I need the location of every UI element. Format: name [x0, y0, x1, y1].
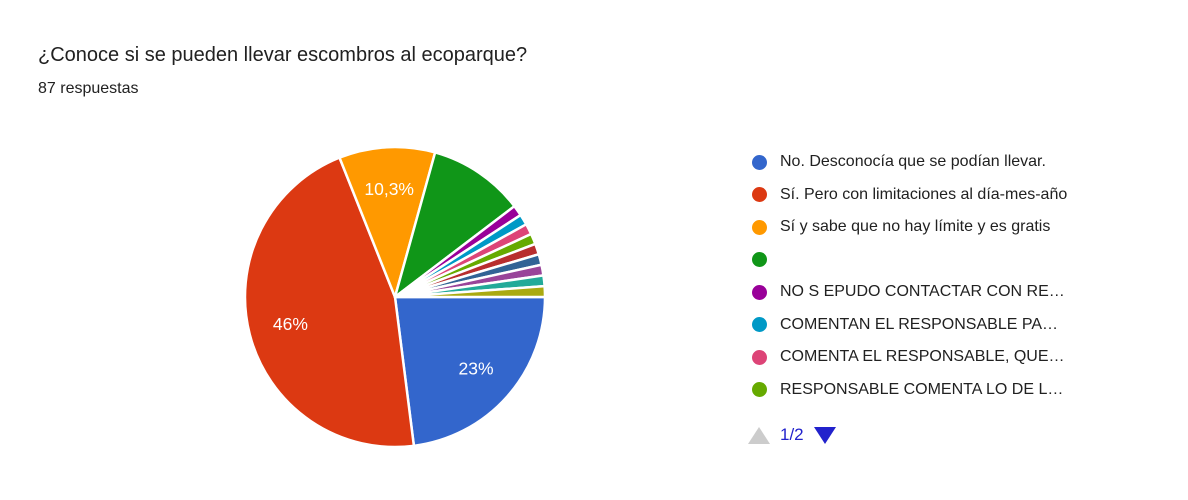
legend-page-indicator: 1/2	[780, 425, 804, 444]
legend-swatch-icon	[752, 187, 767, 203]
legend-item-label: COMENTAN EL RESPONSABLE PA…	[780, 315, 1058, 333]
pie-slice-label: 46%	[273, 314, 308, 334]
legend-item-label: Sí y sabe que no hay límite y es gratis	[780, 218, 1051, 236]
legend-item-label: RESPONSABLE COMENTA LO DE L…	[780, 380, 1064, 398]
pie-slice-label: 10,3%	[364, 179, 414, 199]
legend-item-4	[752, 244, 1172, 277]
legend-pagination: 1/2	[748, 425, 836, 444]
legend-item-7: COMENTA EL RESPONSABLE, QUE…	[752, 341, 1172, 374]
legend-page-up-icon[interactable]	[748, 426, 770, 444]
legend-item-8: RESPONSABLE COMENTA LO DE L…	[752, 374, 1172, 407]
legend-item-6: COMENTAN EL RESPONSABLE PA…	[752, 309, 1172, 342]
legend-item-label: Sí. Pero con limitaciones al día-mes-año	[780, 185, 1068, 203]
legend-item-5: NO S EPUDO CONTACTAR CON RE…	[752, 276, 1172, 309]
legend-item-2: Sí. Pero con limitaciones al día-mes-año	[752, 179, 1172, 212]
legend-swatch-icon	[752, 284, 767, 300]
legend-page-down-icon[interactable]	[813, 426, 836, 444]
legend-swatch-icon	[752, 382, 767, 398]
legend-swatch-icon	[752, 219, 767, 235]
legend-swatch-icon	[752, 349, 767, 365]
pie-slice-1[interactable]	[393, 295, 547, 448]
legend-swatch-icon	[752, 252, 767, 268]
legend-item-label: No. Desconocía que se podían llevar.	[780, 153, 1046, 171]
chart-legend: No. Desconocía que se podían llevar. Sí. …	[752, 146, 1172, 406]
pie-slice-13[interactable]	[393, 284, 547, 299]
legend-swatch-icon	[752, 154, 767, 170]
pie-slice-3[interactable]	[338, 145, 437, 299]
legend-item-3: Sí y sabe que no hay límite y es gratis	[752, 211, 1172, 244]
question-title: ¿Conoce si se pueden llevar escombros al…	[38, 44, 528, 66]
legend-swatch-icon	[752, 317, 767, 333]
pie-slice-2[interactable]	[243, 156, 416, 449]
pie-slice-4[interactable]	[393, 151, 516, 299]
response-count: 87 respuestas	[38, 80, 139, 97]
pie-slice-label: 23%	[458, 358, 493, 378]
legend-item-label: NO S EPUDO CONTACTAR CON RE…	[780, 283, 1065, 301]
legend-item-label: COMENTA EL RESPONSABLE, QUE…	[780, 348, 1065, 366]
pie-chart: 23% 46% 10,3%	[243, 145, 547, 449]
legend-item-1: No. Desconocía que se podían llevar.	[752, 146, 1172, 179]
